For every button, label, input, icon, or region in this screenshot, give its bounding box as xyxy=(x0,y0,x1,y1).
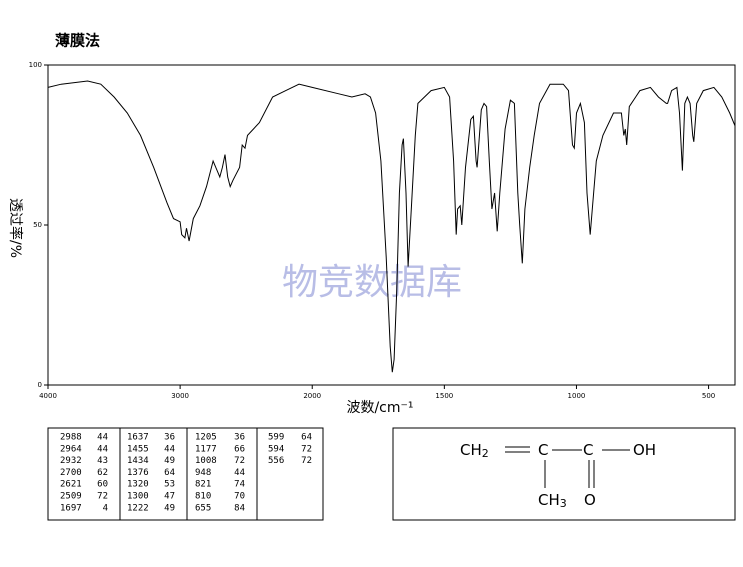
atom-symbol: CH xyxy=(460,441,482,459)
x-axis-label: 波数/cm⁻¹ xyxy=(346,400,413,416)
spectrum-line xyxy=(47,80,736,373)
atom-symbol: C xyxy=(583,441,593,459)
atom-label: C xyxy=(538,441,548,459)
peak-wavenumber: 1434 xyxy=(127,456,149,466)
peak-wavenumber: 2509 xyxy=(60,492,82,502)
peak-transmittance: 47 xyxy=(164,492,175,502)
peak-wavenumber: 2621 xyxy=(60,480,82,490)
peak-transmittance: 74 xyxy=(234,480,245,490)
structure-frame xyxy=(392,427,736,521)
atom-label: C xyxy=(583,441,593,459)
peak-transmittance: 44 xyxy=(97,433,108,443)
peak-transmittance: 44 xyxy=(234,468,245,478)
atom-label: O xyxy=(584,491,596,509)
peak-transmittance: 44 xyxy=(164,444,175,454)
peak-transmittance: 72 xyxy=(301,456,312,466)
atom-subscript: 2 xyxy=(482,447,489,460)
peak-wavenumber: 1637 xyxy=(127,433,149,443)
peak-wavenumber: 1222 xyxy=(127,503,149,513)
peak-transmittance: 43 xyxy=(97,456,108,466)
x-tick-label: 3000 xyxy=(171,392,189,400)
atom-subscript: 3 xyxy=(560,497,567,510)
atom-symbol: CH xyxy=(538,491,560,509)
peak-transmittance: 64 xyxy=(164,468,175,478)
peak-transmittance: 62 xyxy=(97,468,108,478)
peak-transmittance: 49 xyxy=(164,503,175,513)
peak-transmittance: 72 xyxy=(301,444,312,454)
y-tick-label: 50 xyxy=(33,221,42,229)
atom-symbol: OH xyxy=(633,441,656,459)
peak-wavenumber: 1205 xyxy=(195,433,217,443)
peak-transmittance: 44 xyxy=(97,444,108,454)
peak-wavenumber: 1376 xyxy=(127,468,149,478)
peak-transmittance: 64 xyxy=(301,433,312,443)
peak-wavenumber: 1697 xyxy=(60,503,82,513)
x-tick-label: 4000 xyxy=(39,392,57,400)
peak-wavenumber: 1177 xyxy=(195,444,217,454)
peak-transmittance: 4 xyxy=(103,503,108,513)
atom-symbol: O xyxy=(584,491,596,509)
peak-wavenumber: 2964 xyxy=(60,444,82,454)
y-tick-label: 0 xyxy=(38,381,42,389)
peak-wavenumber: 556 xyxy=(268,456,284,466)
x-tick-label: 1000 xyxy=(568,392,586,400)
peak-transmittance: 72 xyxy=(234,456,245,466)
peak-wavenumber: 655 xyxy=(195,503,211,513)
peak-wavenumber: 2932 xyxy=(60,456,82,466)
peak-wavenumber: 810 xyxy=(195,492,211,502)
peak-transmittance: 36 xyxy=(234,433,245,443)
peak-wavenumber: 2988 xyxy=(60,433,82,443)
x-tick-label: 500 xyxy=(702,392,715,400)
y-axis-label: 透过率/% xyxy=(7,198,24,258)
peak-transmittance: 72 xyxy=(97,492,108,502)
peak-transmittance: 49 xyxy=(164,456,175,466)
peak-wavenumber: 821 xyxy=(195,480,211,490)
peak-transmittance: 53 xyxy=(164,480,175,490)
chart-title: 薄膜法 xyxy=(55,32,100,50)
atom-symbol: C xyxy=(538,441,548,459)
peak-wavenumber: 1320 xyxy=(127,480,149,490)
atom-label: CH2 xyxy=(460,441,489,461)
x-tick-label: 2000 xyxy=(303,392,321,400)
peak-transmittance: 84 xyxy=(234,503,245,513)
watermark: 物竞数据库 xyxy=(282,262,462,303)
peak-wavenumber: 599 xyxy=(268,433,284,443)
peak-transmittance: 70 xyxy=(234,492,245,502)
atom-label: CH3 xyxy=(538,491,567,511)
peak-table-frame xyxy=(47,427,324,521)
x-tick-label: 1500 xyxy=(435,392,453,400)
plot-frame xyxy=(47,64,736,386)
peak-wavenumber: 1300 xyxy=(127,492,149,502)
peak-wavenumber: 1455 xyxy=(127,444,149,454)
peak-wavenumber: 1008 xyxy=(195,456,217,466)
y-tick-label: 100 xyxy=(29,61,42,69)
atom-label: OH xyxy=(633,441,656,459)
peak-wavenumber: 2700 xyxy=(60,468,82,478)
peak-wavenumber: 948 xyxy=(195,468,211,478)
peak-transmittance: 36 xyxy=(164,433,175,443)
peak-transmittance: 60 xyxy=(97,480,108,490)
peak-wavenumber: 594 xyxy=(268,444,284,454)
peak-transmittance: 66 xyxy=(234,444,245,454)
